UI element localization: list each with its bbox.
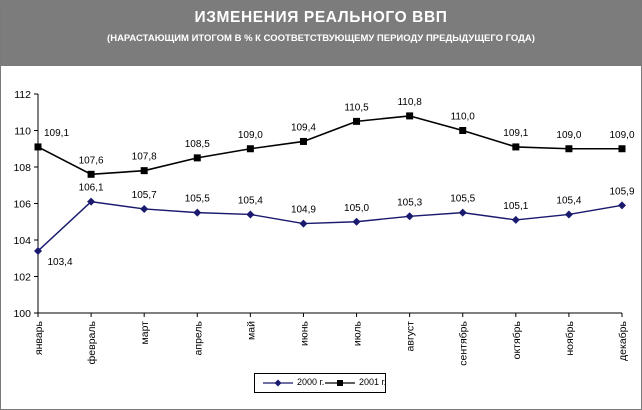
data-point-2000 xyxy=(193,208,202,217)
data-label-2001: 110,0 xyxy=(451,112,476,123)
legend-label-2001: 2001 г. xyxy=(359,377,387,387)
legend-label-2000: 2000 г. xyxy=(297,377,325,387)
data-label-2001: 108,5 xyxy=(185,139,210,150)
data-point-2001 xyxy=(459,127,467,134)
y-tick-label: 104 xyxy=(13,235,31,247)
data-point-2000 xyxy=(246,210,255,219)
chart-title: ИЗМЕНЕНИЯ РЕАЛЬНОГО ВВП xyxy=(194,9,448,26)
x-tick-label: май xyxy=(245,321,257,340)
data-point-2001 xyxy=(246,145,254,153)
data-point-2001 xyxy=(618,145,626,153)
x-tick-label: август xyxy=(405,321,417,352)
series-line-2000 xyxy=(37,200,623,252)
x-tick-label: сентябрь xyxy=(458,320,470,365)
x-tick-label: март xyxy=(139,321,151,345)
data-label-2000: 105,1 xyxy=(503,201,528,212)
data-point-2001 xyxy=(299,137,307,145)
data-label-2001: 107,6 xyxy=(79,155,104,166)
x-tick-label: октябрь xyxy=(511,320,523,359)
data-label-2000: 105,5 xyxy=(185,194,210,205)
data-label-2001: 109,4 xyxy=(291,122,316,133)
data-label-2001: 109,0 xyxy=(609,130,634,141)
data-point-2000 xyxy=(405,212,414,221)
y-tick-label: 110 xyxy=(14,126,31,138)
data-label-2001: 109,0 xyxy=(556,130,581,141)
data-label-2000: 105,4 xyxy=(238,195,263,206)
y-tick-label: 106 xyxy=(13,199,31,211)
data-point-2001 xyxy=(140,167,148,175)
x-tick-label: июнь xyxy=(298,320,310,346)
x-tick-label: декабрь xyxy=(617,320,629,360)
data-point-2000 xyxy=(299,219,308,228)
data-label-2001: 109,1 xyxy=(44,128,69,139)
y-tick-label: 112 xyxy=(14,89,31,101)
data-point-2001 xyxy=(353,117,361,125)
data-label-2001: 107,8 xyxy=(132,152,157,163)
data-point-2000 xyxy=(458,208,467,217)
data-label-2001: 109,0 xyxy=(238,130,263,141)
data-label-2000: 103,4 xyxy=(47,257,72,268)
chart-header: ИЗМЕНЕНИЯ РЕАЛЬНОГО ВВП (НАРАСТАЮЩИМ ИТО… xyxy=(1,1,641,66)
data-point-2000 xyxy=(618,201,626,210)
data-label-2001: 109,1 xyxy=(503,128,528,139)
x-tick-label: февраль xyxy=(86,320,98,364)
data-point-2000 xyxy=(87,197,96,206)
data-label-2000: 106,1 xyxy=(79,183,104,194)
data-label-2000: 105,3 xyxy=(397,197,422,208)
series-line-2001 xyxy=(37,115,622,176)
chart-subtitle: (НАРАСТАЮЩИМ ИТОГОМ В % К СООТВЕТСТВУЮЩЕ… xyxy=(107,33,535,44)
data-label-2001: 110,8 xyxy=(397,97,422,108)
data-label-2000: 104,9 xyxy=(291,205,316,216)
data-label-2000: 105,4 xyxy=(556,195,581,206)
data-point-2001 xyxy=(512,143,520,151)
data-label-2001: 110,5 xyxy=(344,102,369,113)
data-point-2001 xyxy=(34,143,42,151)
data-point-2000 xyxy=(352,217,361,226)
data-point-2001 xyxy=(193,154,201,162)
data-label-2000: 105,7 xyxy=(132,190,157,201)
data-label-2000: 105,9 xyxy=(609,186,634,197)
data-label-2000: 105,5 xyxy=(450,194,475,205)
data-point-2001 xyxy=(406,112,414,120)
data-label-2000: 105,0 xyxy=(344,203,369,214)
x-tick-label: ноябрь xyxy=(564,320,576,355)
x-tick-label: апрель xyxy=(192,320,204,355)
data-point-2001 xyxy=(87,170,95,178)
chart-legend: 2000 г. 2001 г. xyxy=(254,373,386,393)
y-tick-label: 100 xyxy=(13,308,31,320)
data-point-2001 xyxy=(565,145,573,153)
data-point-2000 xyxy=(511,215,520,224)
data-point-2000 xyxy=(34,246,42,255)
data-point-2000 xyxy=(564,210,573,219)
legend-marker-square xyxy=(325,380,355,386)
y-tick-label: 102 xyxy=(13,272,31,284)
x-tick-label: июль xyxy=(352,320,364,346)
x-tick-label: январь xyxy=(33,320,45,355)
data-point-2000 xyxy=(140,204,149,213)
y-tick-label: 108 xyxy=(13,162,31,174)
legend-marker-diamond xyxy=(263,379,293,387)
